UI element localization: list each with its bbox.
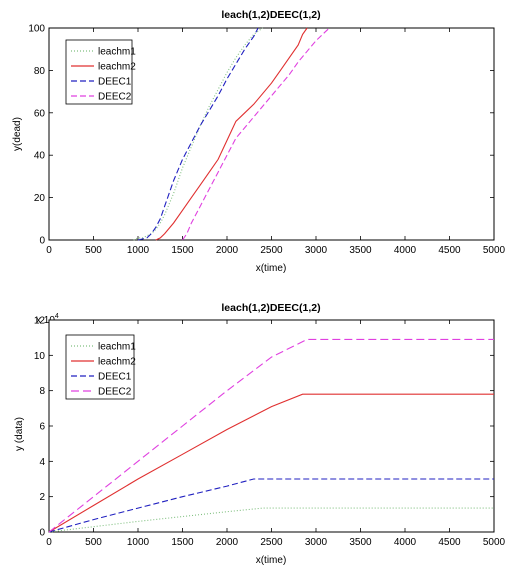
legend-label-leachm1: leachm1 [98, 342, 136, 353]
x-tick-label: 4000 [394, 245, 417, 256]
x-axis: 0 500 1000 1500 2000 2500 3000 3500 4000 4500 5000 [46, 28, 506, 256]
x-tick-label: 4500 [438, 537, 461, 548]
x-tick-label: 2500 [260, 537, 283, 548]
series-line-DEEC1 [48, 478, 494, 533]
x-tick-label: 3500 [349, 245, 372, 256]
y-exponent-label: x 104 [36, 313, 59, 326]
legend-label-leachm2: leachm2 [98, 62, 136, 73]
x-tick-label: 3000 [305, 245, 328, 256]
chart-data-received: leach(1,2)DEEC(1,2) x 104 0 500 1000 1500 20… [14, 302, 506, 566]
legend-label-leachm2: leachm2 [98, 357, 136, 368]
x-tick-label: 1500 [171, 537, 194, 548]
y-axis: 0 2 4 6 8 10 12 [34, 316, 494, 539]
series-group [48, 338, 494, 533]
legend-label-DEEC2: DEEC2 [98, 92, 132, 103]
x-tick-label: 3000 [305, 537, 328, 548]
y-axis-label: y(dead) [12, 117, 23, 151]
legend-label-DEEC1: DEEC1 [98, 77, 132, 88]
x-tick-label: 1500 [171, 245, 194, 256]
series-line-leachm2 [48, 393, 494, 533]
x-tick-label: 5000 [483, 245, 506, 256]
y-tick-label: 80 [34, 66, 46, 77]
y-tick-label: 0 [39, 236, 45, 247]
x-tick-label: 500 [85, 245, 102, 256]
x-tick-label: 2000 [216, 245, 239, 256]
legend: leachm1 leachm2 DEEC1 DEEC2 [65, 334, 136, 400]
y-axis: 0 20 40 60 80 100 [28, 24, 494, 247]
x-tick-label: 500 [85, 537, 102, 548]
y-tick-label: 6 [39, 422, 45, 433]
chart-title: leach(1,2)DEEC(1,2) [221, 302, 320, 314]
y-tick-label: 8 [39, 386, 45, 397]
x-tick-label: 2500 [260, 245, 283, 256]
x-tick-label: 1000 [127, 537, 150, 548]
y-tick-label: 40 [34, 151, 46, 162]
chart-title: leach(1,2)DEEC(1,2) [221, 9, 320, 21]
y-axis-label: y (data) [14, 417, 25, 451]
x-tick-label: 1000 [127, 245, 150, 256]
series-group [133, 27, 330, 241]
legend-label-leachm1: leachm1 [98, 47, 136, 58]
x-axis: 0 500 1000 1500 2000 2500 3000 3500 4000 4500 5000 [46, 320, 506, 548]
legend-label-DEEC1: DEEC1 [98, 372, 132, 383]
y-tick-label: 2 [39, 492, 45, 503]
x-tick-label: 3500 [349, 537, 372, 548]
y-tick-label: 10 [34, 351, 46, 362]
y-tick-label: 4 [39, 457, 45, 468]
y-tick-label: 0 [39, 528, 45, 539]
x-tick-label: 4000 [394, 537, 417, 548]
x-tick-label: 0 [46, 537, 52, 548]
x-axis-label: x(time) [256, 263, 287, 274]
legend-label-DEEC2: DEEC2 [98, 387, 132, 398]
series-line-DEEC2 [48, 338, 494, 533]
x-tick-label: 2000 [216, 537, 239, 548]
y-tick-label: 20 [34, 193, 46, 204]
series-line-DEEC1 [137, 27, 259, 241]
y-tick-label: 60 [34, 108, 46, 119]
series-line-leachm2 [155, 27, 308, 241]
x-tick-label: 0 [46, 245, 52, 256]
x-axis-label: x(time) [256, 555, 287, 566]
chart-dead-nodes: leach(1,2)DEEC(1,2) 0 500 1000 1500 2000 2500… [12, 9, 506, 274]
x-tick-label: 5000 [483, 537, 506, 548]
legend: leachm1 leachm2 DEEC1 DEEC2 [65, 39, 136, 105]
y-tick-label: 100 [28, 24, 45, 35]
series-line-DEEC2 [182, 27, 330, 241]
y-tick-label: 12 [34, 316, 46, 327]
x-tick-label: 4500 [438, 245, 461, 256]
